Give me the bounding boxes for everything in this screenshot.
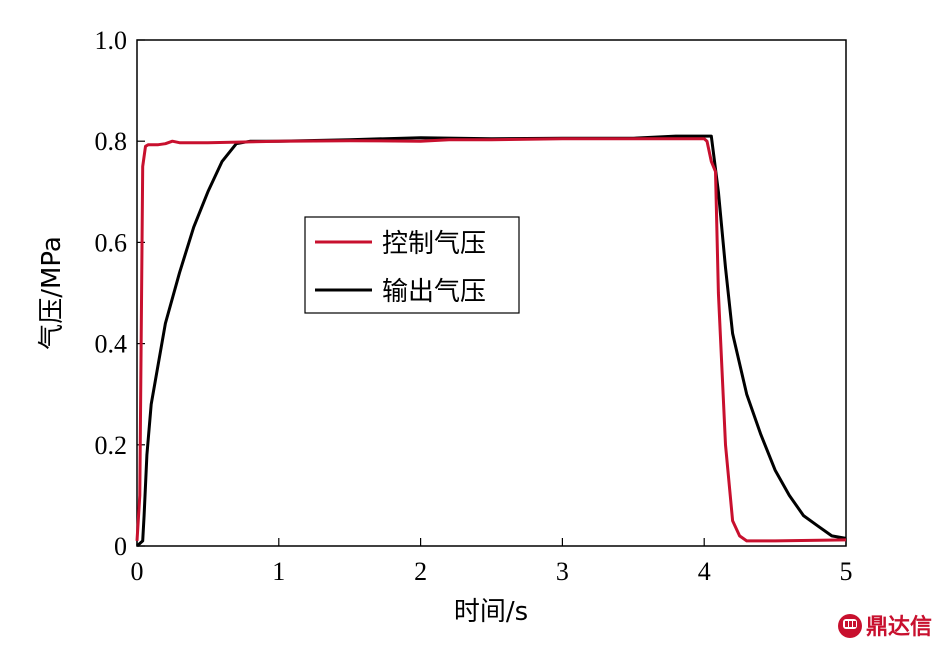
watermark-text: 鼎达信	[866, 614, 932, 640]
legend: 控制气压 输出气压	[304, 216, 520, 314]
legend-label-output: 输出气压	[382, 277, 486, 307]
x-tick-label: 5	[840, 557, 853, 586]
legend-label-control: 控制气压	[382, 229, 486, 259]
watermark: 鼎达信	[838, 614, 932, 640]
x-tick-label: 3	[556, 557, 569, 586]
series-lines	[135, 134, 847, 548]
y-tick-label: 0.8	[95, 127, 128, 156]
plot-frame	[136, 39, 847, 547]
fist-icon	[838, 614, 862, 638]
series-line-control	[135, 137, 847, 543]
x-tick-label: 0	[131, 557, 144, 586]
y-axis-title: 气压/MPa	[37, 236, 67, 350]
x-tick-label: 2	[414, 557, 427, 586]
x-tick-label: 1	[272, 557, 285, 586]
axis-ticks: 0 1 2 3 4 5 0 0.2 0.4 0.6 0.8 1.0	[95, 26, 853, 586]
y-tick-label: 0.6	[95, 228, 128, 257]
x-axis-title: 时间/s	[454, 597, 528, 627]
y-tick-label: 0.2	[95, 431, 128, 460]
series-line-output	[135, 134, 847, 548]
x-tick-label: 4	[698, 557, 711, 586]
y-tick-label: 1.0	[95, 26, 128, 55]
y-tick-label: 0	[114, 532, 127, 561]
y-tick-label: 0.4	[95, 330, 128, 359]
legend-box	[304, 216, 520, 314]
